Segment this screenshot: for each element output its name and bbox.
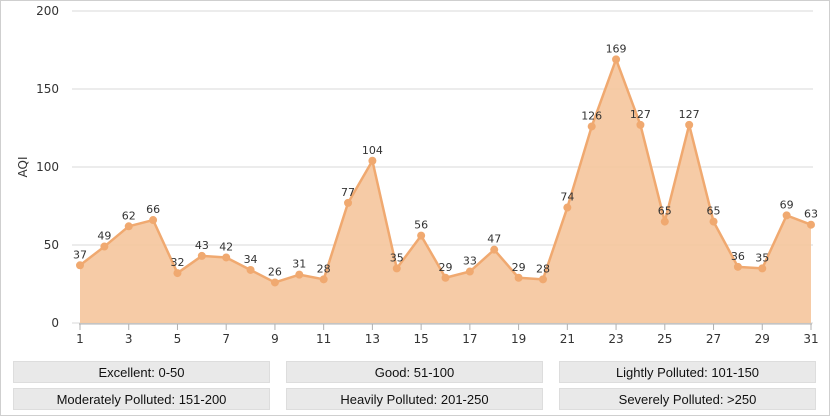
data-label: 169 bbox=[606, 42, 627, 55]
x-tick-label: 5 bbox=[174, 332, 182, 346]
legend-good: Good: 51-100 bbox=[286, 361, 543, 383]
data-label: 42 bbox=[219, 240, 233, 253]
data-label: 65 bbox=[707, 205, 721, 218]
data-label: 74 bbox=[560, 191, 574, 204]
y-tick-label: 200 bbox=[36, 4, 59, 18]
x-tick-label: 23 bbox=[608, 332, 623, 346]
data-point[interactable] bbox=[660, 217, 669, 226]
data-point[interactable] bbox=[636, 120, 645, 129]
data-point[interactable] bbox=[782, 211, 791, 220]
legend-excellent: Excellent: 0-50 bbox=[13, 361, 270, 383]
data-point[interactable] bbox=[587, 122, 596, 131]
data-point[interactable] bbox=[465, 267, 474, 276]
data-point[interactable] bbox=[490, 245, 499, 254]
data-point[interactable] bbox=[173, 269, 182, 278]
data-point[interactable] bbox=[514, 273, 523, 282]
x-tick-label: 21 bbox=[560, 332, 575, 346]
data-label: 34 bbox=[244, 253, 258, 266]
x-tick-label: 27 bbox=[706, 332, 721, 346]
data-point[interactable] bbox=[100, 242, 109, 251]
data-point[interactable] bbox=[344, 198, 353, 207]
marker-layer bbox=[76, 55, 815, 287]
data-point[interactable] bbox=[709, 217, 718, 226]
x-tick-label: 31 bbox=[803, 332, 818, 346]
data-label: 29 bbox=[512, 261, 526, 274]
y-tick-label: 50 bbox=[44, 238, 59, 252]
data-label: 28 bbox=[317, 262, 331, 275]
data-label: 31 bbox=[292, 258, 306, 271]
y-tick-label: 100 bbox=[36, 160, 59, 174]
data-label: 127 bbox=[630, 108, 651, 121]
y-tick-label: 0 bbox=[51, 316, 59, 330]
data-label: 26 bbox=[268, 265, 282, 278]
x-tick-label: 29 bbox=[755, 332, 770, 346]
data-label: 43 bbox=[195, 239, 209, 252]
data-label: 63 bbox=[804, 208, 818, 221]
y-tick-label: 150 bbox=[36, 82, 59, 96]
area-layer bbox=[79, 58, 812, 324]
x-tick-label: 15 bbox=[413, 332, 428, 346]
legend-severely-polluted: Severely Polluted: >250 bbox=[559, 388, 816, 410]
data-label: 66 bbox=[146, 203, 160, 216]
x-tick-label: 19 bbox=[511, 332, 526, 346]
data-point[interactable] bbox=[246, 265, 255, 274]
x-tick-label: 3 bbox=[125, 332, 133, 346]
data-point[interactable] bbox=[149, 216, 158, 225]
x-tick-label: 11 bbox=[316, 332, 331, 346]
data-point[interactable] bbox=[563, 203, 572, 212]
data-label: 77 bbox=[341, 186, 355, 199]
data-label: 28 bbox=[536, 262, 550, 275]
x-tick-label: 17 bbox=[462, 332, 477, 346]
x-tick-label: 7 bbox=[222, 332, 230, 346]
label-layer: 37 49 62 66 32 43 42 34 26 31 28 77 104 35 56 29 33 47 29 2… bbox=[73, 42, 818, 278]
data-label: 49 bbox=[97, 230, 111, 243]
data-label: 126 bbox=[581, 109, 602, 122]
data-point[interactable] bbox=[612, 55, 621, 64]
data-point[interactable] bbox=[417, 231, 426, 240]
data-label: 69 bbox=[780, 198, 794, 211]
data-label: 33 bbox=[463, 255, 477, 268]
data-point[interactable] bbox=[197, 251, 206, 260]
legend-moderately-polluted: Moderately Polluted: 151-200 bbox=[13, 388, 270, 410]
data-label: 65 bbox=[658, 205, 672, 218]
x-tick-label: 1 bbox=[76, 332, 84, 346]
data-point[interactable] bbox=[222, 253, 231, 262]
data-point[interactable] bbox=[685, 120, 694, 129]
data-point[interactable] bbox=[124, 222, 133, 231]
data-label: 104 bbox=[362, 144, 383, 157]
data-label: 47 bbox=[487, 233, 501, 246]
data-label: 35 bbox=[390, 251, 404, 264]
data-point[interactable] bbox=[392, 264, 401, 273]
x-tick-label: 9 bbox=[271, 332, 279, 346]
legend-heavily-polluted: Heavily Polluted: 201-250 bbox=[286, 388, 543, 410]
data-point[interactable] bbox=[295, 270, 304, 279]
data-point[interactable] bbox=[758, 264, 767, 273]
data-point[interactable] bbox=[270, 278, 279, 287]
data-label: 37 bbox=[73, 248, 87, 261]
data-point[interactable] bbox=[368, 156, 377, 165]
x-tick-label: 25 bbox=[657, 332, 672, 346]
data-label: 36 bbox=[731, 250, 745, 263]
data-label: 62 bbox=[122, 209, 136, 222]
data-label: 56 bbox=[414, 219, 428, 232]
aqi-area-fill bbox=[80, 59, 811, 324]
data-label: 127 bbox=[679, 108, 700, 121]
data-point[interactable] bbox=[807, 220, 815, 229]
data-point[interactable] bbox=[76, 261, 84, 270]
legend-lightly-polluted: Lightly Polluted: 101-150 bbox=[559, 361, 816, 383]
data-point[interactable] bbox=[319, 275, 328, 284]
data-point[interactable] bbox=[441, 273, 450, 282]
x-tick-label: 13 bbox=[365, 332, 380, 346]
y-axis-title: AQI bbox=[16, 157, 30, 178]
data-point[interactable] bbox=[733, 262, 742, 271]
data-label: 32 bbox=[170, 256, 184, 269]
data-label: 35 bbox=[755, 251, 769, 264]
data-point[interactable] bbox=[538, 275, 547, 284]
data-label: 29 bbox=[439, 261, 453, 274]
